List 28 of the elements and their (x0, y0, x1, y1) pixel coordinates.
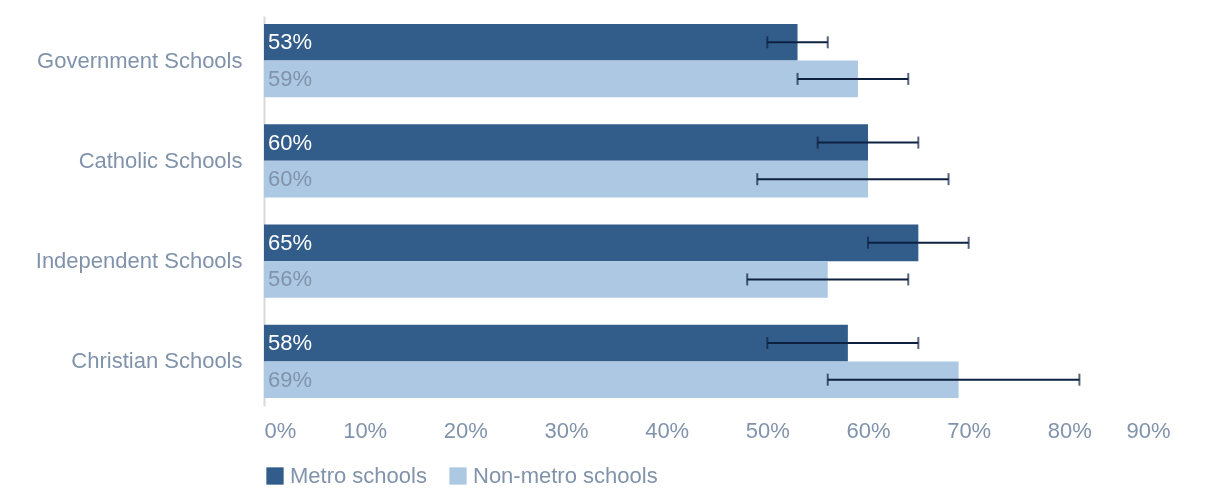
data-label: 65% (268, 229, 313, 255)
x-tick-label: 10% (343, 417, 388, 443)
data-label: 53% (268, 29, 313, 55)
bar (264, 24, 798, 61)
x-tick-label: 30% (544, 417, 589, 443)
bar (264, 224, 919, 262)
y-tick-label: Independent Schools (35, 248, 243, 274)
y-tick-label: Catholic Schools (78, 147, 243, 173)
y-tick-label: Government Schools (37, 47, 243, 73)
bar (264, 361, 959, 398)
legend-label: Metro schools (290, 463, 427, 488)
x-tick-label: 90% (1126, 417, 1171, 443)
x-tick-label: 40% (645, 417, 690, 443)
data-label: 58% (268, 330, 313, 356)
bar (264, 124, 868, 161)
legend-label: Non-metro schools (473, 463, 658, 488)
x-tick-label: 50% (745, 417, 790, 443)
y-tick-label: Christian Schools (71, 348, 243, 374)
bar (264, 324, 848, 362)
bar (264, 160, 868, 198)
x-tick-label: 60% (846, 417, 891, 443)
x-tick-label: 0% (264, 417, 297, 443)
bar (264, 261, 828, 298)
x-tick-label: 20% (443, 417, 488, 443)
x-tick-label: 70% (947, 417, 992, 443)
data-label: 60% (268, 129, 313, 155)
x-tick-label: 80% (1047, 417, 1092, 443)
bar (264, 60, 858, 98)
